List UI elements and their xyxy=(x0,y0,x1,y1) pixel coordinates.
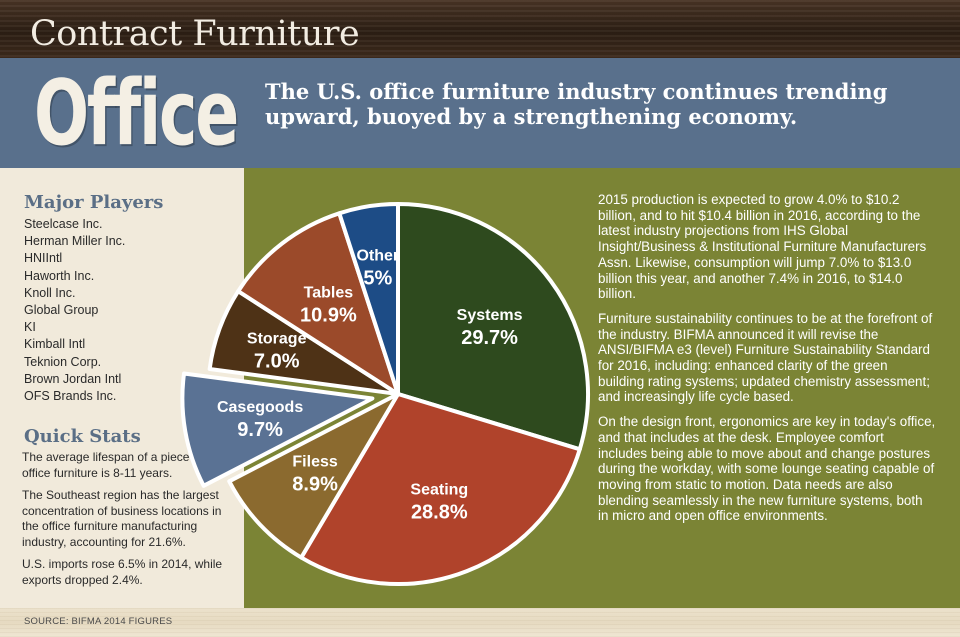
article-paragraph: On the design front, ergonomics are key … xyxy=(598,414,936,524)
sidebar: Major Players Steelcase Inc. Herman Mill… xyxy=(0,168,244,608)
header-title: Contract Furniture xyxy=(30,14,360,54)
major-players-title: Major Players xyxy=(24,192,164,213)
wood-grain-texture xyxy=(0,608,960,637)
quick-stats-title: Quick Stats xyxy=(24,426,141,447)
quick-stats: The average lifespan of a piece of offic… xyxy=(22,450,234,595)
player-item: Kimball Intl xyxy=(24,337,86,352)
header-bar: Contract Furniture xyxy=(0,0,960,58)
player-item: Teknion Corp. xyxy=(24,354,102,369)
player-item: Haworth Inc. xyxy=(24,268,95,283)
player-item: Steelcase Inc. xyxy=(24,217,103,231)
article: 2015 production is expected to grow 4.0%… xyxy=(598,192,936,533)
player-item: Herman Miller Inc. xyxy=(24,234,126,249)
stat-item: The average lifespan of a piece of offic… xyxy=(22,450,203,480)
banner xyxy=(0,58,960,168)
article-paragraph: 2015 production is expected to grow 4.0%… xyxy=(598,192,927,302)
player-item: HNIIntl xyxy=(24,251,63,266)
player-item: OFS Brands Inc. xyxy=(24,389,117,404)
article-paragraph: Furniture sustainability continues to be… xyxy=(598,310,933,405)
player-item: Knoll Inc. xyxy=(24,285,76,300)
footer-bar xyxy=(0,608,960,637)
stat-item: U.S. imports rose 6.5% in 2014, while ex… xyxy=(22,557,223,587)
wood-grain-texture xyxy=(0,0,960,58)
source-note: SOURCE: BIFMA 2014 FIGURES xyxy=(24,616,173,627)
stat-item: The Southeast region has the largest con… xyxy=(22,488,222,549)
major-players-list: Steelcase Inc. Herman Miller Inc. HNIInt… xyxy=(24,216,125,405)
player-item: Global Group xyxy=(24,303,99,318)
banner-subtitle: The U.S. office furniture industry conti… xyxy=(265,79,888,129)
player-item: KI xyxy=(24,320,36,335)
banner-word: Office xyxy=(34,61,239,166)
player-item: Brown Jordan Intl xyxy=(24,371,122,386)
